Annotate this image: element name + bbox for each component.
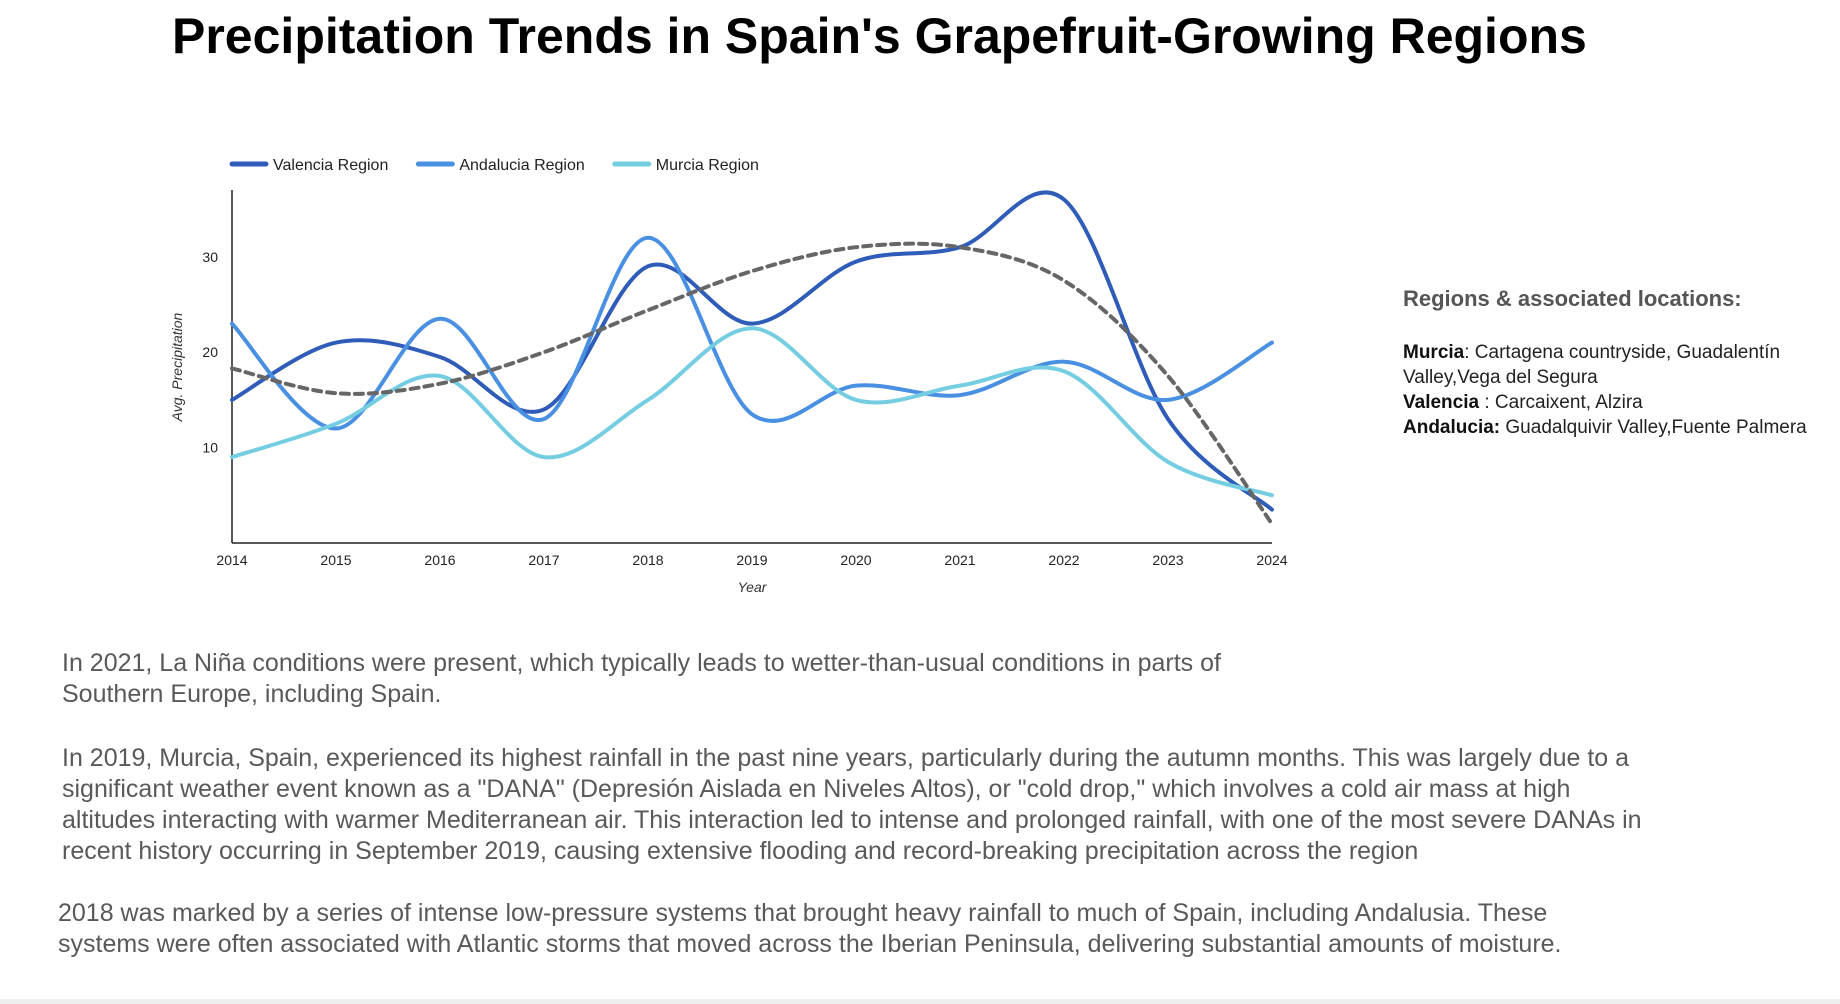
legend-item: Andalucia Region xyxy=(415,157,585,174)
x-tick-label: 2019 xyxy=(736,552,767,568)
legend-item: Valencia Region xyxy=(229,157,388,174)
series-line-murcia-region xyxy=(230,326,1274,498)
page-title: Precipitation Trends in Spain's Grapefru… xyxy=(172,8,1587,64)
x-tick-label: 2017 xyxy=(528,552,559,568)
x-tick-label: 2023 xyxy=(1152,552,1183,568)
region-separator: : xyxy=(1479,392,1490,413)
note-2021: In 2021, La Niña conditions were present… xyxy=(62,649,1221,708)
region-entry-valencia: Valencia : Carcaixent, Alzira xyxy=(1403,390,1823,415)
region-separator: : xyxy=(1464,342,1470,363)
series-lines xyxy=(230,190,1274,512)
x-tick-label: 2016 xyxy=(424,552,455,568)
x-tick-label: 2020 xyxy=(840,552,871,568)
note-2018: 2018 was marked by a series of intense l… xyxy=(58,899,1562,958)
y-tick-label: 30 xyxy=(202,249,218,265)
x-tick-label: 2015 xyxy=(320,552,351,568)
region-locations: Carcaixent, Alzira xyxy=(1489,392,1643,413)
footer-divider xyxy=(0,999,1840,1004)
x-tick-label: 2018 xyxy=(632,552,663,568)
series-line-valencia-region xyxy=(230,190,1274,512)
y-axis-label: Avg. Precipitation xyxy=(169,312,185,422)
x-tick-label: 2022 xyxy=(1048,552,1079,568)
regions-sidebar: Regions & associated locations: Murcia: … xyxy=(1403,286,1823,440)
legend-label: Murcia Region xyxy=(656,157,759,174)
region-locations: Guadalquivir Valley,Fuente Palmera xyxy=(1500,417,1807,438)
series-line-andalucia-region xyxy=(230,235,1274,431)
region-name: Murcia xyxy=(1403,342,1465,363)
region-entry-andalucia: Andalucia: Guadalquivir Valley,Fuente Pa… xyxy=(1403,415,1823,440)
x-tick-labels: 2014 2015 2016 2017 2018 2019 2020 2021 2022 2023… xyxy=(216,552,1287,568)
x-axis-label: Year xyxy=(738,579,768,595)
region-entry-murcia: Murcia: Cartagena countryside, Guadalent… xyxy=(1403,340,1823,390)
trendline-group xyxy=(230,241,1274,526)
region-name: Andalucia: xyxy=(1403,417,1501,438)
precipitation-line-chart: Valencia Region Andalucia Region Murcia Re… xyxy=(169,157,1288,595)
region-locations: Cartagena countryside, Guadalentín Valle… xyxy=(1403,342,1781,388)
legend-label: Valencia Region xyxy=(273,157,388,174)
y-tick-label: 10 xyxy=(202,440,218,456)
y-tick-labels: 10 20 30 xyxy=(202,249,218,456)
trendline xyxy=(230,241,1274,526)
x-tick-label: 2021 xyxy=(944,552,975,568)
x-tick-label: 2014 xyxy=(216,552,247,568)
note-2019: In 2019, Murcia, Spain, experienced its … xyxy=(62,744,1642,865)
y-tick-label: 20 xyxy=(202,344,218,360)
x-tick-label: 2024 xyxy=(1256,552,1287,568)
chart-legend: Valencia Region Andalucia Region Murcia Re… xyxy=(229,157,759,174)
sidebar-heading: Regions & associated locations: xyxy=(1403,286,1742,311)
legend-item: Murcia Region xyxy=(612,157,759,174)
region-name: Valencia xyxy=(1403,392,1480,413)
legend-label: Andalucia Region xyxy=(459,157,584,174)
chart-axes xyxy=(231,190,1272,544)
